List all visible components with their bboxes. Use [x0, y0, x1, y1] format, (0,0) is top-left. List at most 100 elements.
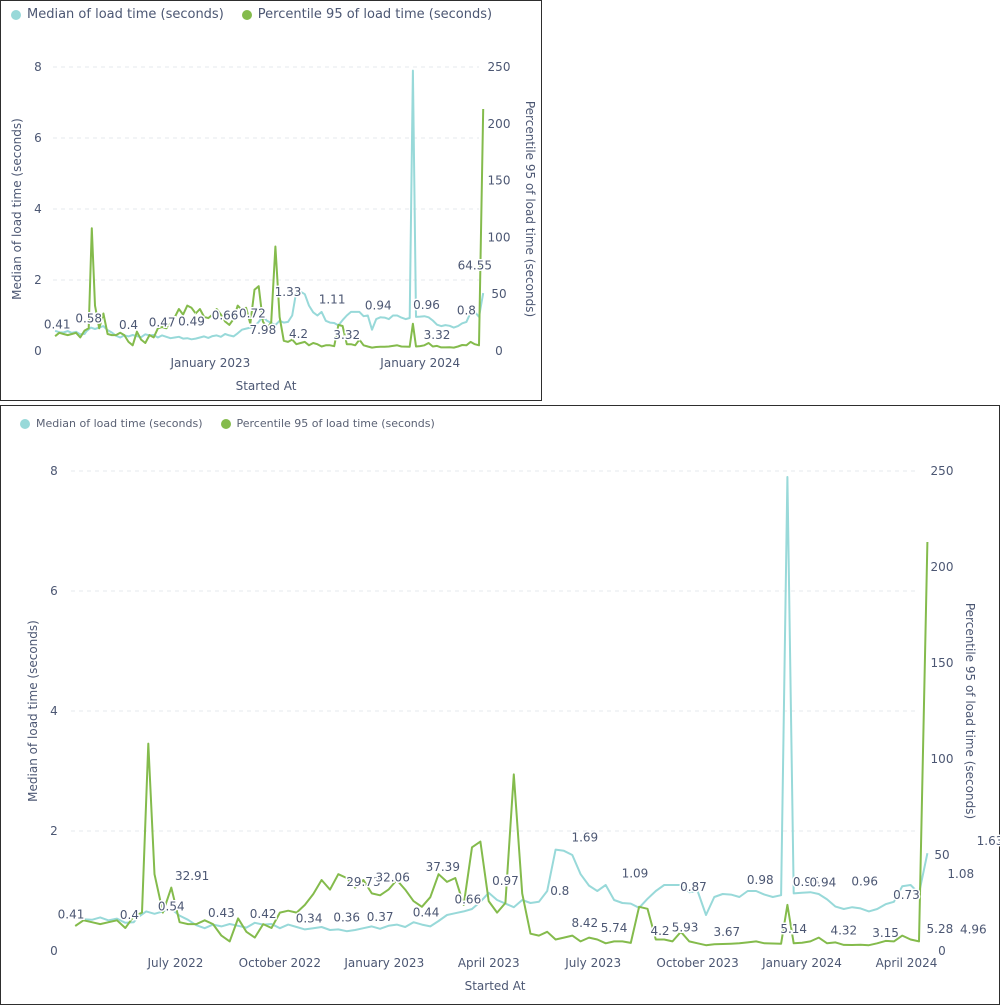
y2-tick-label: 250 — [931, 464, 954, 478]
median-data-label: 0.8 — [457, 304, 476, 318]
p95-data-label: 3.32 — [333, 328, 360, 342]
x-tick-label: January 2024 — [379, 356, 460, 370]
p95-data-label: 64.55 — [458, 259, 492, 273]
p95-data-label: 29.73 — [346, 875, 380, 889]
median-data-label: 1.11 — [319, 293, 346, 307]
y2-axis-title: Percentile 95 of load time (seconds) — [963, 603, 977, 819]
p95-data-label: 4.96 — [960, 922, 987, 936]
median-data-label: 0.44 — [413, 906, 440, 920]
median-data-label: 1.09 — [622, 867, 649, 881]
x-tick-label: October 2023 — [656, 956, 738, 970]
y-axis-title: Median of load time (seconds) — [10, 118, 24, 300]
y-tick-label: 2 — [34, 273, 42, 287]
y2-tick-label: 50 — [934, 848, 949, 862]
legend-dot-p95 — [220, 418, 231, 429]
legend-label-p95: Percentile 95 of load time (seconds) — [257, 7, 493, 22]
chart-legend: Median of load time (seconds) Percentile… — [11, 7, 492, 22]
x-tick-label: July 2022 — [146, 956, 203, 970]
p95-data-label: 3.15 — [872, 926, 899, 940]
legend-item-p95[interactable]: Percentile 95 of load time (seconds) — [220, 417, 435, 430]
median-data-label: 0.95 — [793, 875, 820, 889]
p95-data-label: 5.74 — [601, 921, 628, 935]
legend-dot-p95 — [241, 9, 252, 20]
y2-tick-label: 200 — [488, 117, 511, 131]
legend-dot-median — [20, 418, 30, 429]
x-tick-label: January 2023 — [343, 956, 424, 970]
median-data-label: 0.94 — [365, 299, 392, 313]
p95-data-label: 5.14 — [780, 922, 807, 936]
chart-legend: Median of load time (seconds) Percentile… — [20, 417, 435, 430]
y-tick-label: 4 — [50, 704, 58, 718]
p95-data-label: 5.93 — [672, 921, 699, 935]
legend-dot-median — [11, 9, 21, 20]
y2-tick-label: 150 — [931, 656, 954, 670]
legend-label-median: Median of load time (seconds) — [27, 7, 224, 22]
p95-data-label: 5.28 — [927, 922, 954, 936]
p95-data-label: 37.39 — [426, 860, 460, 874]
y2-axis-title: Percentile 95 of load time (seconds) — [523, 101, 537, 317]
y2-tick-label: 100 — [488, 230, 511, 244]
median-data-label: 1.63 — [977, 834, 1000, 848]
median-data-label: 0.8 — [550, 884, 569, 898]
x-tick-label: April 2024 — [876, 956, 938, 970]
x-axis-title: Started At — [465, 979, 526, 993]
line-chart-bottom: 0 2 4 6 8 0 50 100 150 200 250 July 2022 October 202… — [26, 464, 1000, 993]
p95-data-label: 32.91 — [175, 869, 209, 883]
p95-data-label: 4.32 — [830, 924, 857, 938]
median-data-label: 0.66 — [454, 892, 481, 906]
p95-data-label: 3.32 — [424, 328, 451, 342]
y2-tick-label: 150 — [488, 174, 511, 188]
p95-data-label: 8.42 — [571, 916, 598, 930]
median-data-label: 0.34 — [296, 912, 323, 926]
median-data-label: 0.96 — [851, 874, 878, 888]
p95-data-label: 32.06 — [375, 870, 409, 884]
x-tick-label: April 2023 — [458, 956, 520, 970]
median-data-label: 0.47 — [149, 315, 176, 329]
y-tick-label: 0 — [34, 344, 42, 358]
median-series-line — [74, 476, 929, 933]
median-data-label: 1.08 — [947, 867, 974, 881]
y-tick-label: 2 — [50, 824, 58, 838]
y2-tick-label: 250 — [488, 60, 511, 74]
median-data-label: 0.4 — [120, 908, 139, 922]
y2-tick-label: 0 — [495, 344, 503, 358]
x-tick-label: January 2023 — [169, 356, 250, 370]
median-data-label: 0.54 — [158, 900, 185, 914]
y2-tick-label: 100 — [931, 752, 954, 766]
y-tick-label: 4 — [34, 202, 42, 216]
median-data-label: 1.33 — [275, 285, 302, 299]
y2-tick-label: 50 — [491, 287, 506, 301]
y-tick-label: 6 — [34, 131, 42, 145]
y-axis-title: Median of load time (seconds) — [26, 620, 40, 802]
x-tick-label: July 2023 — [564, 956, 621, 970]
chart-panel-bottom: Median of load time (seconds) Percentile… — [0, 405, 1000, 1005]
p95-series-line — [74, 541, 929, 947]
legend-label-p95: Percentile 95 of load time (seconds) — [236, 417, 435, 430]
y2-tick-label: 200 — [931, 560, 954, 574]
median-data-label: 0.98 — [747, 873, 774, 887]
p95-data-label: 4.2 — [650, 924, 669, 938]
y-tick-label: 6 — [50, 584, 58, 598]
x-tick-label: January 2024 — [761, 956, 842, 970]
x-axis-title: Started At — [236, 379, 297, 393]
median-data-label: 0.49 — [178, 315, 205, 329]
median-data-label: 0.73 — [893, 888, 920, 902]
p95-data-label: 3.67 — [713, 925, 740, 939]
p95-data-label: 4.2 — [289, 327, 308, 341]
legend-label-median: Median of load time (seconds) — [36, 417, 203, 430]
median-data-label: 0.72 — [239, 306, 266, 320]
median-data-label: 0.66 — [212, 309, 239, 323]
y-tick-label: 8 — [50, 464, 58, 478]
median-data-label: 0.58 — [75, 311, 102, 325]
median-data-label: 0.43 — [208, 906, 235, 920]
median-data-label: 0.42 — [250, 907, 277, 921]
y-tick-label: 8 — [34, 60, 42, 74]
legend-item-median[interactable]: Median of load time (seconds) — [20, 417, 203, 430]
median-data-label: 0.41 — [58, 907, 85, 921]
median-data-label: 0.37 — [367, 910, 394, 924]
y2-tick-label: 0 — [938, 944, 946, 958]
median-data-label: 0.41 — [44, 317, 71, 331]
median-data-label: 1.69 — [571, 831, 598, 845]
legend-item-p95[interactable]: Percentile 95 of load time (seconds) — [241, 7, 493, 22]
legend-item-median[interactable]: Median of load time (seconds) — [11, 7, 224, 22]
